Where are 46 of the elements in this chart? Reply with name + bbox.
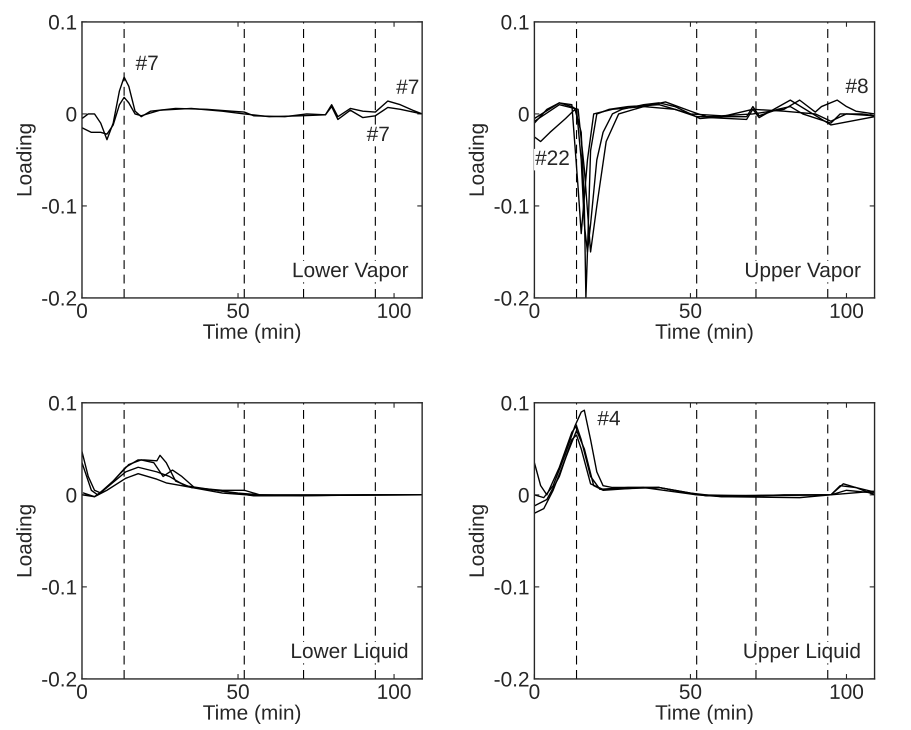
y-tick-label: -0.1	[494, 198, 529, 214]
x-tick-label: 0	[77, 303, 87, 318]
annotation: Lower Vapor	[294, 262, 408, 282]
y-axis-title: Loading	[16, 124, 36, 196]
y-tick-label: 0	[66, 488, 76, 503]
x-axis-title: Time (min)	[203, 704, 300, 724]
y-tick-label: 0	[518, 488, 529, 503]
annotation: Upper Liquid	[744, 642, 860, 662]
annotation: #22	[535, 150, 569, 165]
x-tick-label: 100	[830, 303, 864, 318]
y-tick-label: 0	[518, 106, 529, 122]
y-tick-label: -0.2	[42, 290, 76, 306]
y-tick-label: -0.2	[494, 290, 528, 306]
y-tick-label: -0.1	[494, 580, 529, 595]
x-axis-title: Time (min)	[656, 324, 753, 344]
x-tick-label: 50	[680, 303, 702, 318]
annotation: Upper Vapor	[746, 262, 861, 282]
y-tick-label: -0.2	[494, 672, 528, 687]
x-tick-label: 100	[378, 303, 411, 318]
y-tick-label: 0.1	[501, 396, 529, 411]
y-tick-label: 0.1	[48, 14, 76, 30]
y-tick-label: -0.1	[42, 580, 76, 595]
x-tick-label: 50	[680, 684, 702, 700]
y-axis-title: Loading	[468, 124, 488, 196]
y-axis-title: Loading	[16, 505, 36, 576]
annotation: #7	[136, 56, 158, 70]
y-tick-label: 0.1	[48, 396, 76, 411]
annotation: #8	[846, 78, 868, 94]
annotation: Lower Liquid	[292, 642, 408, 662]
x-tick-label: 50	[227, 684, 249, 700]
y-tick-label: 0	[66, 106, 76, 122]
x-axis-title: Time (min)	[656, 704, 753, 724]
x-tick-label: 50	[227, 303, 249, 318]
x-tick-label: 0	[529, 303, 540, 318]
y-axis-title: Loading	[468, 505, 488, 576]
annotation: #7	[366, 126, 389, 142]
annotation: #4	[597, 410, 620, 426]
x-tick-label: 100	[830, 684, 864, 700]
y-tick-label: -0.2	[42, 672, 76, 687]
y-tick-label: -0.1	[42, 198, 76, 214]
x-tick-label: 0	[529, 684, 540, 700]
x-axis-title: Time (min)	[203, 324, 300, 344]
y-tick-label: 0.1	[501, 14, 529, 30]
annotation: #7	[396, 80, 418, 94]
x-tick-label: 100	[378, 684, 411, 700]
x-tick-label: 0	[77, 684, 87, 700]
